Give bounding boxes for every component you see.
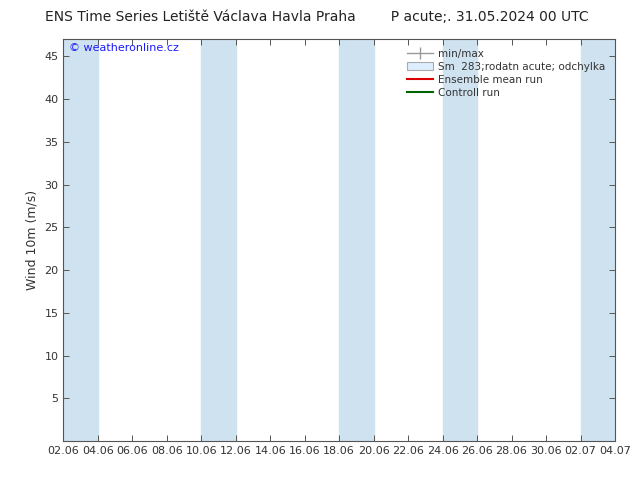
Text: ENS Time Series Letiště Václava Havla Praha        P acute;. 31.05.2024 00 UTC: ENS Time Series Letiště Václava Havla Pr… [45, 10, 589, 24]
Text: © weatheronline.cz: © weatheronline.cz [69, 43, 179, 53]
Y-axis label: Wind 10m (m/s): Wind 10m (m/s) [26, 190, 39, 290]
Legend: min/max, Sm  283;rodatn acute; odchylka, Ensemble mean run, Controll run: min/max, Sm 283;rodatn acute; odchylka, … [403, 45, 610, 102]
Bar [581, 39, 615, 441]
Bar [202, 39, 236, 441]
Bar [63, 39, 98, 441]
Bar [339, 39, 373, 441]
Bar [443, 39, 477, 441]
